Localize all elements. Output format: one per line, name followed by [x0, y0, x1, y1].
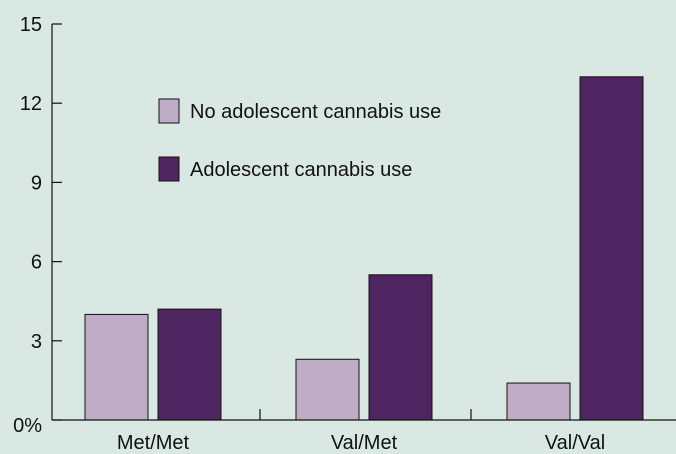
ticks-group: Met/Met Val/Met Val/Val 0% 3 6 9 12 15 [13, 14, 605, 454]
y-tick-label: 12 [20, 93, 42, 115]
legend-swatch [158, 98, 180, 124]
legend-label: Adolescent cannabis use [190, 159, 412, 181]
axes-group [51, 24, 676, 421]
bar-val-val-series-2 [579, 76, 644, 421]
bar-val-met-series-2 [368, 274, 433, 421]
legend: No adolescent cannabis use Adolescent can… [158, 98, 441, 182]
bar-val-val-series-1 [506, 382, 571, 421]
bar-val-met-series-1 [295, 358, 360, 421]
y-tick-label: 15 [20, 14, 42, 36]
x-tick-label: Met/Met [117, 432, 190, 454]
y-tick-label: 3 [31, 331, 42, 353]
x-tick-label: Val/Met [331, 432, 398, 454]
y-tick-label: 0% [13, 415, 42, 437]
legend-swatch [158, 156, 180, 182]
legend-label: No adolescent cannabis use [190, 101, 441, 123]
bar-met-met-series-1 [84, 313, 149, 421]
bar-met-met-series-2 [157, 308, 222, 421]
bars-group [84, 76, 644, 421]
y-tick-label: 6 [31, 252, 42, 274]
x-tick-label: Val/Val [545, 432, 605, 454]
y-tick-label: 9 [31, 172, 42, 194]
